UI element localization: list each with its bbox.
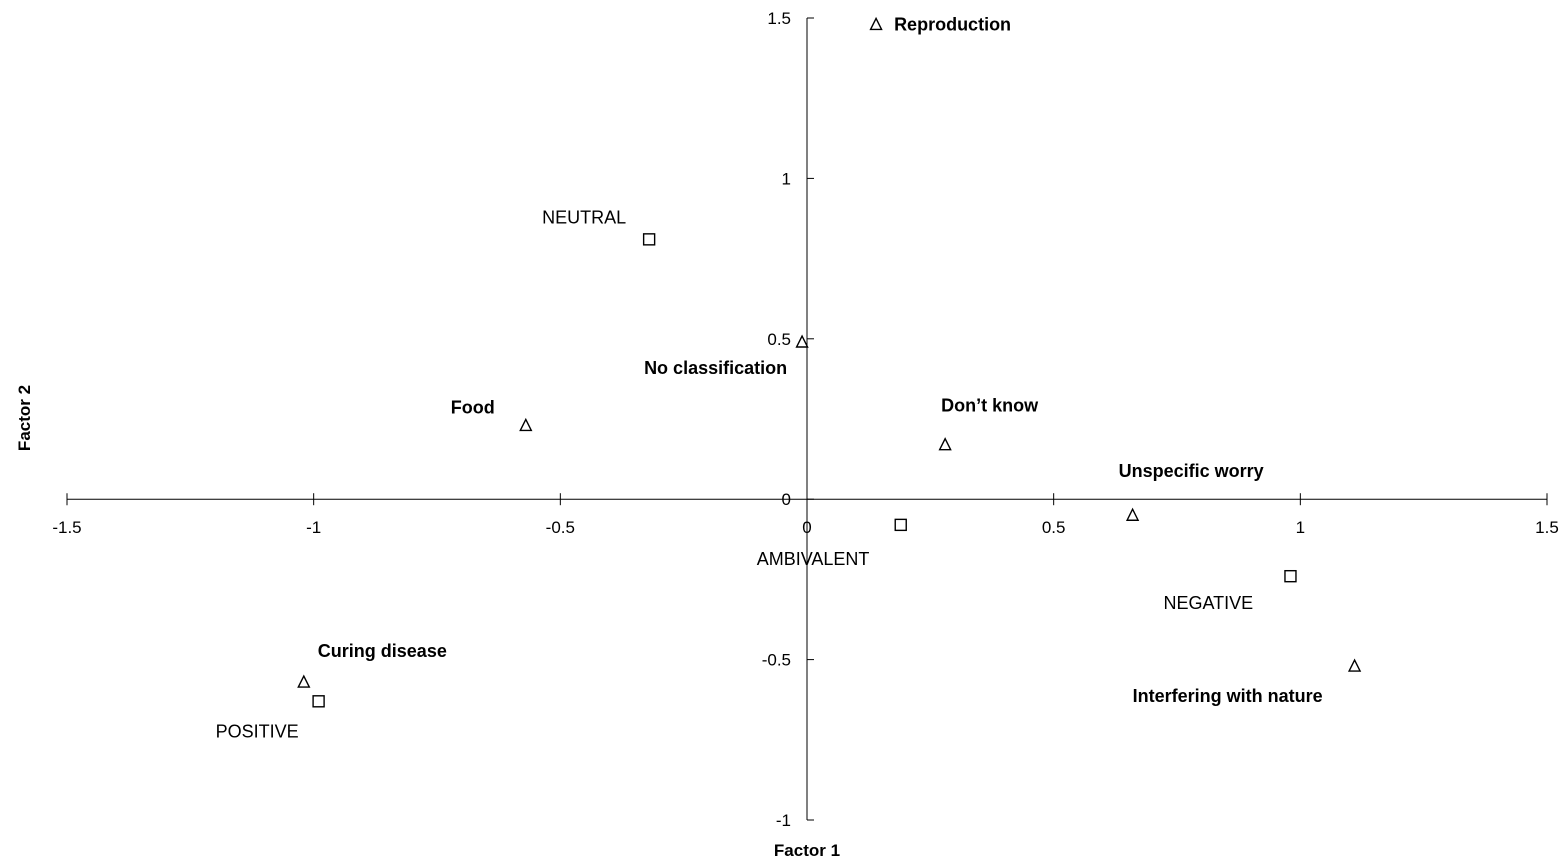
- x-tick-label: -0.5: [546, 518, 575, 537]
- x-tick-label: -1: [306, 518, 321, 537]
- axes: [67, 18, 1547, 820]
- triangle-point: [938, 437, 952, 451]
- point-label: NEUTRAL: [542, 207, 626, 227]
- y-tick-label: -1: [776, 811, 791, 830]
- x-tick-label: 1.5: [1535, 518, 1559, 537]
- y-tick-label: 1: [782, 169, 791, 188]
- point-label: Food: [451, 397, 495, 417]
- y-tick-label: 1.5: [767, 9, 791, 28]
- data-points: [297, 16, 1362, 708]
- point-label: Reproduction: [894, 14, 1011, 34]
- x-tick-label: 0.5: [1042, 518, 1066, 537]
- x-axis-ticks: -1.5 -1 -0.5 0 0.5 1 1.5: [52, 493, 1559, 537]
- data-labels: Reproduction No classification Food Don’t k…: [216, 14, 1323, 741]
- x-tick-label: 0: [802, 518, 811, 537]
- square-point: [312, 695, 325, 708]
- triangle-point: [519, 417, 533, 432]
- point-label: Don’t know: [941, 396, 1039, 416]
- triangle-point: [1125, 507, 1140, 521]
- y-axis-ticks: -1 -0.5 0 0.5 1 1.5: [762, 9, 814, 830]
- square-point: [894, 518, 907, 532]
- triangle-point: [297, 674, 311, 688]
- point-label: AMBIVALENT: [757, 549, 870, 569]
- point-label: Curing disease: [318, 641, 447, 661]
- y-tick-label: -0.5: [762, 651, 791, 670]
- y-axis-title: Factor 2: [15, 385, 34, 451]
- square-point: [1284, 569, 1297, 583]
- point-label: No classification: [644, 358, 787, 378]
- point-label: Interfering with nature: [1133, 686, 1323, 706]
- point-label: NEGATIVE: [1163, 593, 1253, 613]
- triangle-point: [869, 16, 883, 31]
- x-axis-title: Factor 1: [774, 841, 840, 860]
- triangle-point: [795, 334, 809, 348]
- point-label: POSITIVE: [216, 721, 299, 741]
- square-point: [642, 233, 656, 246]
- point-label: Unspecific worry: [1119, 461, 1264, 481]
- y-tick-label: 0.5: [767, 330, 791, 349]
- triangle-point: [1347, 658, 1362, 672]
- y-tick-label: 0: [782, 490, 791, 509]
- x-tick-label: 1: [1296, 518, 1305, 537]
- x-tick-label: -1.5: [52, 518, 81, 537]
